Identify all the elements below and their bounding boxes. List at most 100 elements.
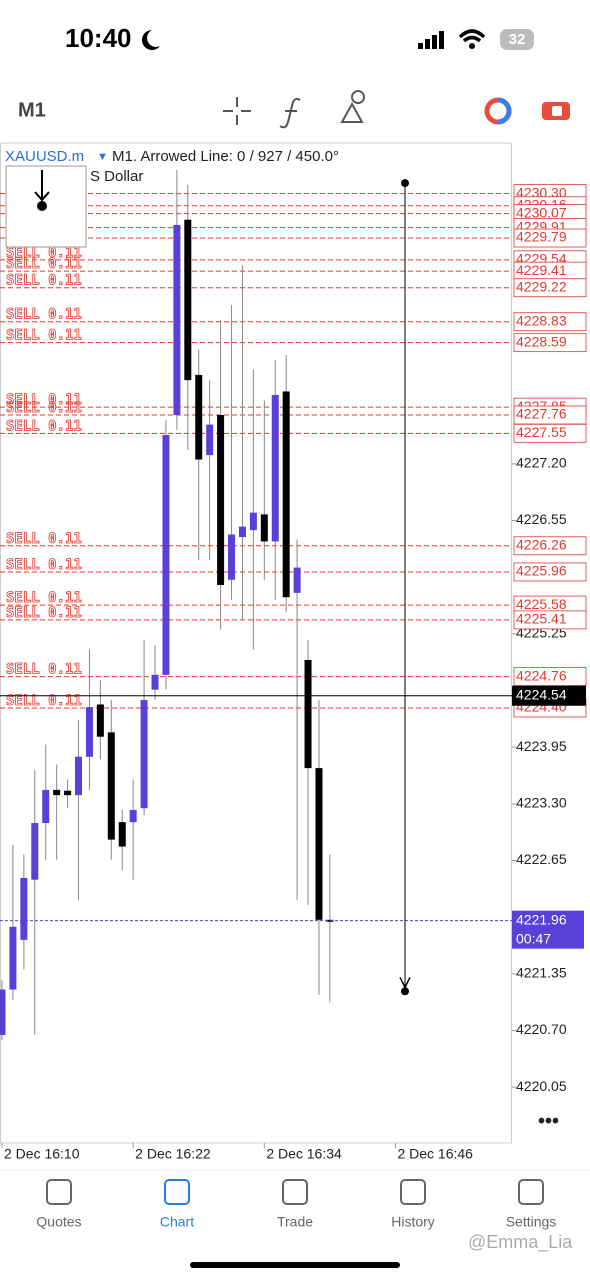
current-price-label: 4224.54 (516, 686, 567, 702)
order-price: 4229.22 (516, 278, 567, 294)
order-label: SELL 0.11 (6, 557, 82, 573)
candle-body (42, 789, 50, 824)
object-preview[interactable] (5, 165, 87, 248)
order-price: 4227.55 (516, 424, 567, 440)
bid-box (512, 910, 584, 949)
battery-level: 32 (509, 31, 526, 48)
y-tick-label: 4220.70 (516, 1021, 567, 1037)
nav-icon[interactable] (400, 1179, 426, 1205)
order-price-box (513, 423, 587, 443)
symbol-caret: ▼ (97, 151, 108, 163)
candle-body (206, 424, 214, 456)
candle-body (238, 526, 246, 538)
nav-label[interactable]: Trade (277, 1214, 313, 1230)
nav-label[interactable]: Chart (160, 1214, 194, 1230)
moon-icon (142, 30, 160, 51)
timeframe[interactable]: M1 (18, 99, 46, 121)
current-price-box (512, 685, 586, 706)
y-tick-label: 4223.30 (516, 795, 567, 811)
order-price: 4230.07 (516, 204, 567, 220)
candle-body (53, 789, 61, 796)
y-tick-label: 4220.05 (516, 1078, 567, 1094)
wifi-dot (469, 43, 475, 49)
signal-icon (418, 31, 444, 49)
bid-label: 4221.96 (516, 911, 567, 927)
order-price-box (513, 228, 587, 248)
candle-body (217, 415, 225, 586)
order-label: SELL 0.11 (6, 418, 82, 434)
order-label: SELL 0.11 (6, 328, 82, 344)
candle-body (140, 700, 148, 809)
candle-body (85, 707, 93, 757)
nav-icon[interactable] (46, 1179, 72, 1205)
candle-body (20, 877, 28, 940)
nav-icon[interactable] (518, 1179, 544, 1205)
clock: 10:40 (65, 23, 132, 53)
order-price: 4225.41 (516, 611, 567, 627)
order-price-box (513, 610, 587, 630)
candle-body (315, 768, 323, 920)
candle-body (96, 704, 104, 737)
candle-body (304, 660, 312, 769)
candle-body (184, 219, 192, 381)
trade-icon-inner (552, 106, 562, 116)
y-tick-label: 4222.65 (516, 851, 567, 867)
candle-body (107, 732, 115, 840)
more-button[interactable]: ••• (538, 1110, 559, 1132)
order-label: SELL 0.11 (6, 307, 82, 323)
nav-icon[interactable] (164, 1179, 190, 1205)
order-label: SELL 0.11 (6, 590, 82, 606)
arrow-end (401, 987, 409, 996)
candle-body (249, 512, 257, 531)
bottom-nav: Quotes Chart Trade History Settings (0, 1169, 590, 1230)
order-price-box (513, 333, 587, 353)
watermark: @Emma_Lia (468, 1232, 573, 1253)
y-tick-label: 4221.35 (516, 965, 567, 981)
order-price-box (513, 312, 587, 332)
candle-body (75, 756, 83, 796)
candle-body (228, 534, 236, 580)
nav-label[interactable]: Quotes (36, 1214, 81, 1230)
candle-body (0, 989, 6, 1035)
order-price: 4229.41 (516, 262, 567, 278)
nav-label[interactable]: Settings (506, 1214, 557, 1230)
candle-body (129, 809, 137, 823)
order-price-box (513, 278, 587, 298)
home-indicator (190, 1262, 400, 1268)
candle-body (31, 823, 39, 880)
candle-body (151, 674, 159, 690)
nav-label[interactable]: History (391, 1214, 435, 1230)
order-price: 4226.26 (516, 536, 567, 552)
order-label: SELL 0.11 (6, 273, 82, 289)
chart-description: M1. Arrowed Line: 0 / 927 / 450.0° (112, 148, 339, 165)
preview-arrow (34, 170, 50, 202)
order-label: SELL 0.11 (6, 662, 82, 678)
plot: 4227.204226.554225.254223.954223.304222.… (0, 170, 587, 1162)
indicator-icon-half (497, 97, 512, 125)
symbol[interactable]: XAUUSD.m (5, 148, 84, 165)
chart-subtitle: S Dollar (90, 168, 143, 185)
battery (500, 29, 534, 50)
x-tick-label: 2 Dec 16:46 (397, 1146, 473, 1162)
arrow-start (401, 179, 409, 188)
toolbar-icons[interactable] (223, 90, 365, 129)
order-label: SELL 0.11 (6, 392, 82, 408)
wifi-icon (458, 29, 486, 43)
candle-body (326, 919, 334, 922)
order-price: 4225.58 (516, 596, 567, 612)
chart-frame (0, 142, 512, 1144)
order-label: SELL 0.11 (6, 605, 82, 621)
y-tick-label: 4223.95 (516, 738, 567, 754)
order-price: 4228.83 (516, 312, 567, 328)
order-price: 4228.59 (516, 333, 567, 349)
order-price: 4230.30 (516, 184, 567, 200)
order-label: SELL 0.11 (6, 693, 82, 709)
x-tick-label: 2 Dec 16:10 (4, 1146, 80, 1162)
countdown: 00:47 (516, 930, 551, 946)
order-price-box (513, 536, 587, 556)
y-tick-label: 4226.55 (516, 511, 567, 527)
order-label: SELL 0.11 (6, 245, 82, 261)
candle-body (9, 926, 17, 990)
x-tick-label: 2 Dec 16:34 (266, 1146, 342, 1162)
nav-icon[interactable] (282, 1179, 308, 1205)
